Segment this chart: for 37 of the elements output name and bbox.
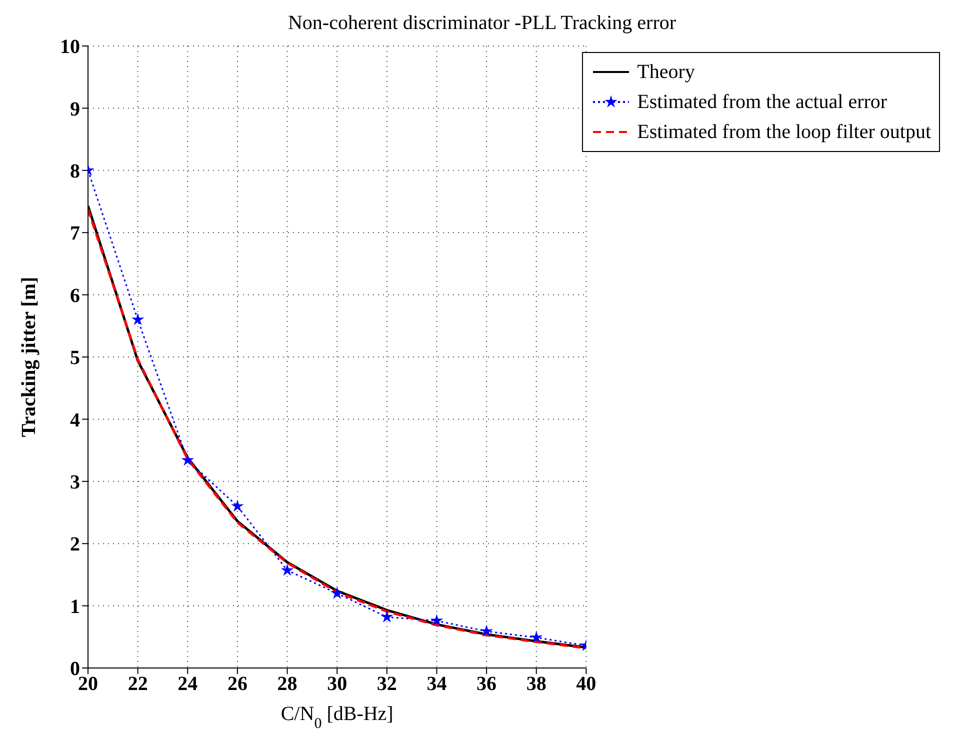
- y-tick-label: 6: [70, 284, 80, 307]
- legend-label: Estimated from the loop filter output: [637, 120, 931, 144]
- chart-title: Non-coherent discriminator -PLL Tracking error: [286, 11, 678, 36]
- x-tick-label: 40: [576, 673, 596, 696]
- x-tick-label: 20: [78, 673, 98, 696]
- x-tick-label: 22: [128, 673, 148, 696]
- legend-label: Theory: [637, 60, 695, 84]
- y-tick-label: 8: [70, 160, 80, 182]
- y-tick-label: 0: [70, 658, 80, 680]
- point: [132, 314, 144, 324]
- point: [481, 626, 492, 636]
- y-tick-label: 4: [70, 409, 80, 432]
- point: [382, 611, 392, 622]
- y-axis-title: Tracking jitter [m]: [18, 276, 40, 438]
- point: [431, 615, 442, 626]
- x-tick-label: 30: [327, 673, 348, 696]
- x-tick-label: 28: [277, 673, 298, 696]
- y-tick-label: 1: [70, 596, 80, 618]
- point: [182, 454, 193, 465]
- x-tick-label: 32: [376, 673, 397, 696]
- x-tick-label: 26: [227, 673, 248, 696]
- point: [232, 500, 243, 511]
- y-tick-label: 2: [70, 534, 80, 556]
- x-tick-label: 36: [476, 673, 497, 696]
- x-tick-label: 38: [526, 673, 546, 696]
- point: [332, 588, 342, 598]
- point: [282, 564, 293, 575]
- y-tick-label: 10: [60, 36, 80, 58]
- x-axis-title: C/N$_{0}$ [dB-Hz]: [280, 703, 394, 732]
- legend-label: Estimated from the actual error: [637, 90, 888, 114]
- y-tick-label: 3: [70, 472, 80, 494]
- y-tick-label: 5: [70, 347, 80, 370]
- y-tick-label: 7: [70, 222, 80, 245]
- x-tick-label: 34: [426, 673, 447, 696]
- y-tick-label: 9: [70, 98, 80, 120]
- x-tick-label: 24: [178, 673, 198, 696]
- point: [531, 632, 542, 642]
